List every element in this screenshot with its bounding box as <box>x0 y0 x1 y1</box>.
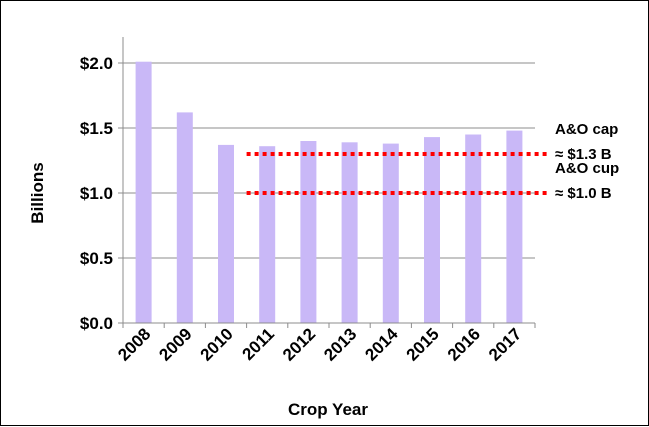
bar <box>382 143 399 323</box>
reference-lines: A&O cap ≈ $1.3 BA&O cup ≈ $1.0 B <box>246 121 619 202</box>
reference-label-value: ≈ $1.0 B <box>555 185 612 202</box>
x-tick-label: 2017 <box>485 324 525 364</box>
y-tick-label: $1.0 <box>80 184 113 203</box>
bars <box>135 61 523 324</box>
y-tick-label: $0.0 <box>80 314 113 333</box>
bar <box>300 141 317 323</box>
reference-label-title: A&O cap <box>555 121 618 138</box>
reference-label-value: ≈ $1.3 B <box>555 146 612 163</box>
x-tick-label: 2014 <box>361 324 402 365</box>
x-tick-label: 2015 <box>403 324 443 364</box>
x-axis-title: Crop Year <box>288 400 368 419</box>
x-tick-label: 2012 <box>279 324 319 364</box>
bar <box>341 142 358 323</box>
y-tick-label: $2.0 <box>80 54 113 73</box>
x-tick-label: 2008 <box>114 324 154 364</box>
y-tick-label: $1.5 <box>80 119 113 138</box>
x-tick-label: 2009 <box>155 324 195 364</box>
x-tick-label: 2011 <box>239 324 279 364</box>
x-tick-label: 2016 <box>444 324 484 364</box>
bar <box>218 144 234 323</box>
bar <box>135 61 152 323</box>
x-tick-label: 2013 <box>320 324 360 364</box>
bar <box>259 146 276 323</box>
bar <box>176 112 193 324</box>
y-tick-label: $0.5 <box>80 249 113 268</box>
bar <box>424 137 440 323</box>
reference-label-title: A&O cup <box>555 160 619 177</box>
bar <box>465 134 482 323</box>
bar <box>506 130 523 323</box>
labels: Billions Crop Year <box>28 162 368 419</box>
y-axis-title: Billions <box>28 162 47 223</box>
x-tick-label: 2010 <box>197 324 237 364</box>
